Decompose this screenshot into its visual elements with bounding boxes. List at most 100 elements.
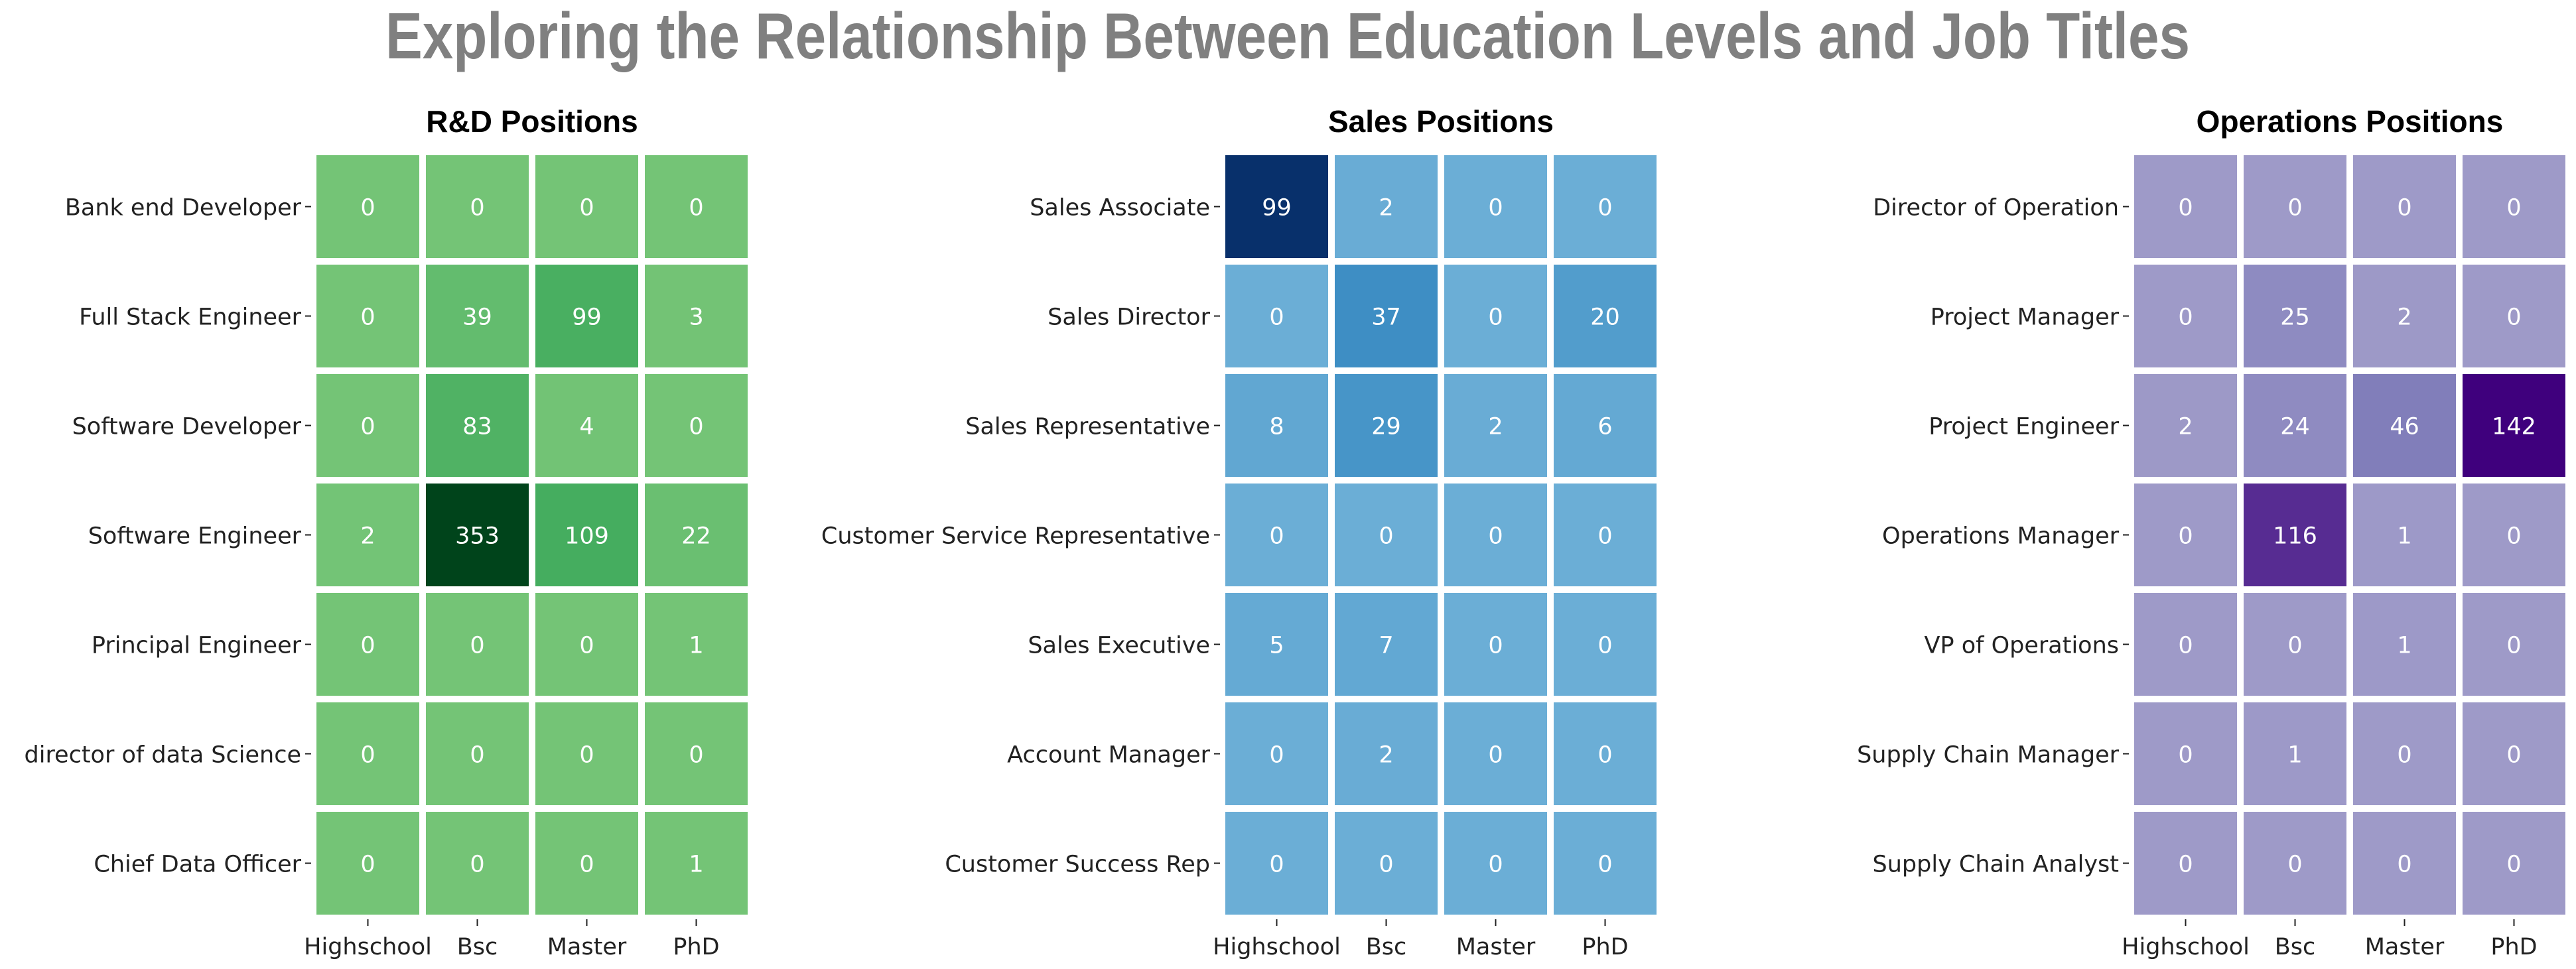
heatmap-cell: [316, 484, 419, 586]
heatmap-cell: [2244, 374, 2346, 477]
cell-value-label: 1: [2397, 523, 2411, 550]
heatmap-cell: [2463, 812, 2565, 915]
cell-value-label: 353: [455, 523, 500, 550]
cell-value-label: 4: [579, 414, 594, 440]
y-tick-label: Customer Service Representative: [821, 523, 1210, 550]
y-tick-label: Account Manager: [1007, 742, 1210, 769]
heatmap-cell: [2244, 593, 2346, 696]
cell-value-label: 2: [1379, 195, 1393, 222]
cell-value-label: 99: [1262, 195, 1292, 222]
heatmap-cell: [535, 812, 638, 915]
heatmap-cell: [1335, 812, 1438, 915]
y-tick-label: Chief Data Officer: [94, 852, 301, 878]
cell-value-label: 0: [360, 633, 375, 659]
heatmap-cell: [2353, 812, 2456, 915]
heatmap-cell: [1554, 593, 1657, 696]
cell-value-label: 116: [2273, 523, 2317, 550]
cell-value-label: 8: [1269, 414, 1284, 440]
heatmap-cell: [535, 702, 638, 805]
cell-value-label: 0: [1269, 523, 1284, 550]
cell-value-label: 0: [360, 304, 375, 331]
y-tick-label: Project Engineer: [1929, 414, 2119, 440]
y-tick-label: Director of Operation: [1873, 195, 2119, 222]
heatmap-cell: [2244, 155, 2346, 258]
heatmap-cell: [1225, 155, 1328, 258]
cell-value-label: 0: [1488, 852, 1503, 878]
y-tick-label: Bank end Developer: [65, 195, 302, 222]
cell-value-label: 0: [2178, 852, 2193, 878]
x-tick-label: Highschool: [2122, 934, 2250, 960]
panel-title: R&D Positions: [426, 104, 638, 139]
cell-value-label: 0: [1269, 742, 1284, 769]
heatmap-cell: [535, 155, 638, 258]
heatmap-cell: [2244, 265, 2346, 367]
y-tick-label: Operations Manager: [1882, 523, 2120, 550]
x-tick-label: Master: [547, 934, 627, 960]
cell-value-label: 0: [1597, 523, 1612, 550]
heatmap-cell: [645, 593, 748, 696]
heatmap-cell: [2353, 702, 2456, 805]
x-tick-label: Highschool: [1213, 934, 1341, 960]
cell-value-label: 109: [565, 523, 609, 550]
heatmap-cell: [316, 374, 419, 477]
heatmap-cell: [535, 265, 638, 367]
heatmap-cell: [1225, 593, 1328, 696]
heatmap-cell: [316, 265, 419, 367]
heatmap-cell: [645, 812, 748, 915]
heatmap-cell: [2134, 593, 2237, 696]
cell-value-label: 0: [579, 852, 594, 878]
heatmap-cell: [426, 484, 529, 586]
heatmap-cell: [1335, 374, 1438, 477]
cell-value-label: 0: [2287, 195, 2302, 222]
cell-value-label: 0: [2178, 742, 2193, 769]
heatmap-cell: [1225, 374, 1328, 477]
figure-title: Exploring the Relationship Between Educa…: [385, 0, 2190, 72]
cell-value-label: 0: [1597, 852, 1612, 878]
cell-value-label: 2: [360, 523, 375, 550]
heatmap-cell: [1554, 374, 1657, 477]
heatmap-cell: [1225, 812, 1328, 915]
cell-value-label: 0: [2397, 742, 2411, 769]
heatmap-cell: [426, 702, 529, 805]
heatmap-cell: [645, 702, 748, 805]
cell-value-label: 83: [462, 414, 492, 440]
heatmap-cell: [2353, 374, 2456, 477]
cell-value-label: 24: [2280, 414, 2310, 440]
x-tick-label: PhD: [673, 934, 719, 960]
cell-value-label: 0: [1488, 523, 1503, 550]
heatmap-panel-3: Operations Positions Director of Operatio…: [1857, 104, 2565, 960]
heatmap-cell: [1335, 265, 1438, 367]
cell-value-label: 0: [1379, 523, 1393, 550]
cell-value-label: 0: [2506, 195, 2521, 222]
cell-value-label: 0: [360, 414, 375, 440]
y-tick-label: Software Engineer: [88, 523, 302, 550]
heatmap-cell: [645, 265, 748, 367]
cell-value-label: 0: [360, 195, 375, 222]
heatmap-cell: [2463, 484, 2565, 586]
cell-value-label: 0: [2178, 523, 2193, 550]
cell-value-label: 0: [689, 195, 703, 222]
y-tick-label: Sales Executive: [1028, 633, 1210, 659]
heatmap-cell: [645, 155, 748, 258]
x-tick-label: PhD: [2490, 934, 2537, 960]
cell-value-label: 2: [1488, 414, 1503, 440]
cell-value-label: 99: [572, 304, 602, 331]
cell-value-label: 2: [2397, 304, 2411, 331]
cell-value-label: 25: [2280, 304, 2310, 331]
cell-value-label: 0: [2287, 852, 2302, 878]
cell-value-label: 0: [1488, 633, 1503, 659]
cell-value-label: 7: [1379, 633, 1393, 659]
cell-value-label: 0: [2287, 633, 2302, 659]
heatmap-panel-1: R&D Positions Bank end Developer 0 0 0 0 Full …: [25, 104, 748, 960]
heatmap-cell: [2463, 155, 2565, 258]
cell-value-label: 0: [689, 742, 703, 769]
heatmap-cell: [1444, 374, 1547, 477]
cell-value-label: 0: [1379, 852, 1393, 878]
y-tick-label: Sales Representative: [965, 414, 1210, 440]
y-tick-label: Supply Chain Manager: [1857, 742, 2120, 769]
cell-value-label: 1: [689, 633, 703, 659]
cell-value-label: 20: [1590, 304, 1620, 331]
heatmap-cell: [316, 593, 419, 696]
heatmap-cell: [1444, 155, 1547, 258]
